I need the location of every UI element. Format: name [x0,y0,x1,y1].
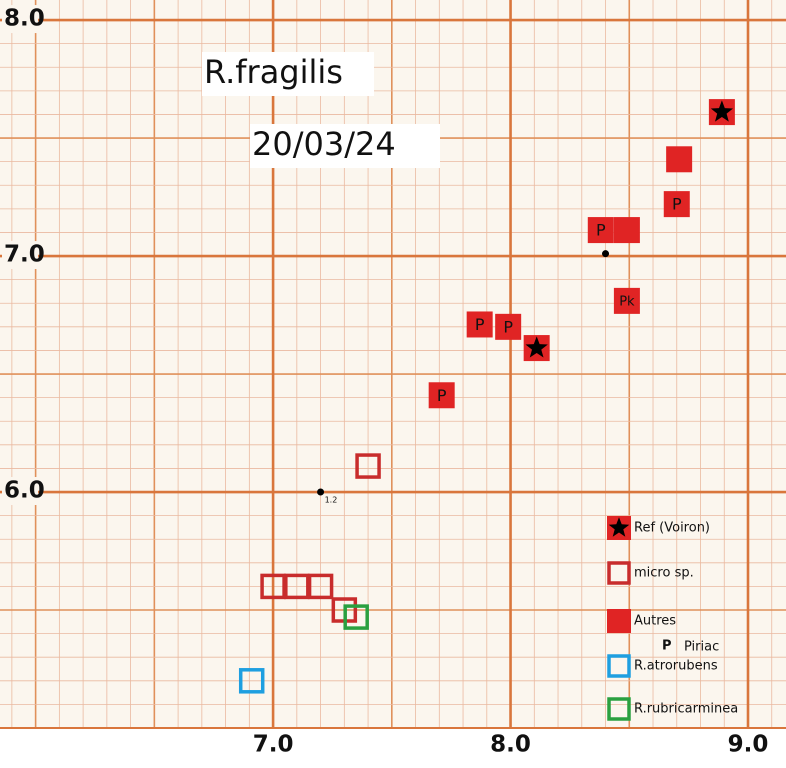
subtitle-box [250,124,440,168]
x-tick-label: 9.0 [728,732,769,758]
tick-label-bg [2,5,38,34]
square-marker [666,146,693,173]
chart-title: R.fragilis [204,53,343,91]
dot [602,250,610,258]
square-marker [428,382,455,409]
square-marker [495,313,522,340]
point-label: P [475,315,485,334]
star [710,100,733,122]
paper-grid [0,0,786,729]
x-tick-label: 7.0 [253,732,294,758]
open-square-marker [355,453,381,479]
square-marker [613,217,640,244]
point-label: P [437,386,447,405]
open-square-marker [238,668,265,694]
legend-label: R.atrorubens [634,659,718,674]
dot [317,488,325,496]
open-square-marker [607,561,631,585]
legend-label: Autres [634,614,676,629]
tick-label-bg [2,477,38,506]
point-label: P [672,195,682,214]
point-label: Pk [619,294,635,309]
open-square-marker [307,573,334,600]
legend-label: R.rubricarminea [634,702,738,717]
open-square-marker [607,654,631,678]
legend-note-text: Piriac [684,640,719,655]
legend-note-symbol: P [662,639,672,654]
point-label: P [503,317,513,336]
y-tick-label: 8.0 [4,6,45,32]
y-tick-label: 6.0 [4,478,45,504]
dot-label: 1.2 [325,496,338,505]
x-tick-label: 8.0 [490,732,531,758]
square-marker [613,287,640,314]
star [525,336,548,358]
star [608,517,630,537]
legend-label: micro sp. [634,566,694,581]
y-tick-label: 7.0 [4,242,45,268]
square-marker [607,609,631,633]
open-square-marker [343,604,369,630]
point-label: P [596,221,606,240]
open-square-marker [607,697,631,721]
chart-subtitle: 20/03/24 [252,125,396,163]
square-marker [466,311,493,338]
legend-label: Ref (Voiron) [634,521,710,536]
square-marker [663,191,690,218]
title-box [202,52,374,96]
square-marker [587,217,614,244]
tick-label-bg [2,241,38,270]
